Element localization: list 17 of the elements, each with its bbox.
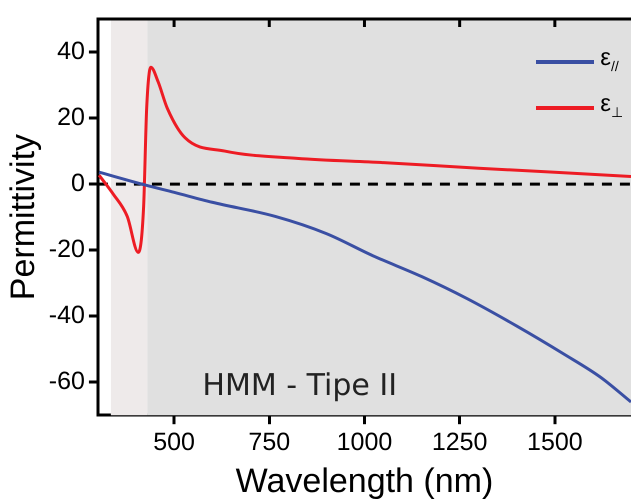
x-tick-label: 1500 xyxy=(527,428,583,456)
x-tick-label: 500 xyxy=(153,428,195,456)
y-axis-title: Permittivity xyxy=(4,134,42,300)
x-tick-label: 1000 xyxy=(336,428,392,456)
y-tick-label: 20 xyxy=(57,102,85,131)
y-tick-label: -20 xyxy=(48,235,85,264)
annotation: HMM - Tipe II xyxy=(202,368,398,404)
y-tick-label: 0 xyxy=(71,168,85,197)
y-tick-label: -40 xyxy=(48,301,85,330)
line-series xyxy=(98,170,631,404)
legend-label: ε$_{⊥}$ xyxy=(600,88,623,122)
legend-label: ε$_{//}$ xyxy=(600,43,619,76)
y-tick-label: 40 xyxy=(57,36,85,65)
x-tick-label: 750 xyxy=(248,428,290,456)
y-tick-label: -60 xyxy=(48,367,85,396)
x-axis-title: Wavelength (nm) xyxy=(236,462,494,500)
x-tick-label: 1250 xyxy=(432,428,488,456)
